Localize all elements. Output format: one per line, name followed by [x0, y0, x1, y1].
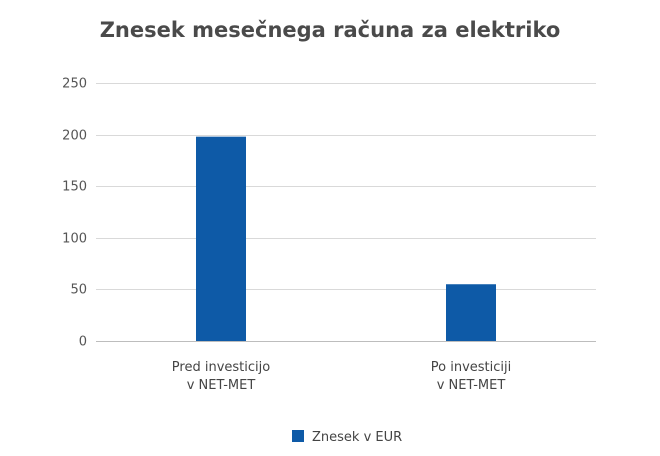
bar	[446, 284, 496, 341]
y-axis-ticks: 0 50 100 150 200 250	[62, 77, 87, 350]
y-tick-label: 150	[62, 180, 87, 195]
bars	[196, 136, 496, 341]
legend: Znesek v EUR	[292, 430, 402, 445]
y-tick-label: 200	[62, 129, 87, 144]
x-category-label: v NET-MET	[437, 378, 506, 393]
bar	[196, 136, 246, 341]
y-tick-label: 0	[79, 335, 87, 350]
y-tick-label: 50	[70, 283, 87, 298]
x-category-label: Pred investicijo	[172, 360, 270, 375]
x-category-label: v NET-MET	[187, 378, 256, 393]
y-tick-label: 250	[62, 77, 87, 92]
x-axis-labels: Pred investicijo v NET-MET Po investiciji v…	[172, 360, 511, 393]
x-category-label: Po investiciji	[431, 360, 511, 375]
legend-label: Znesek v EUR	[312, 430, 402, 445]
chart-title: Znesek mesečnega računa za elektriko	[99, 18, 561, 42]
y-tick-label: 100	[62, 232, 87, 247]
legend-swatch	[292, 430, 304, 442]
gridlines	[96, 83, 596, 342]
